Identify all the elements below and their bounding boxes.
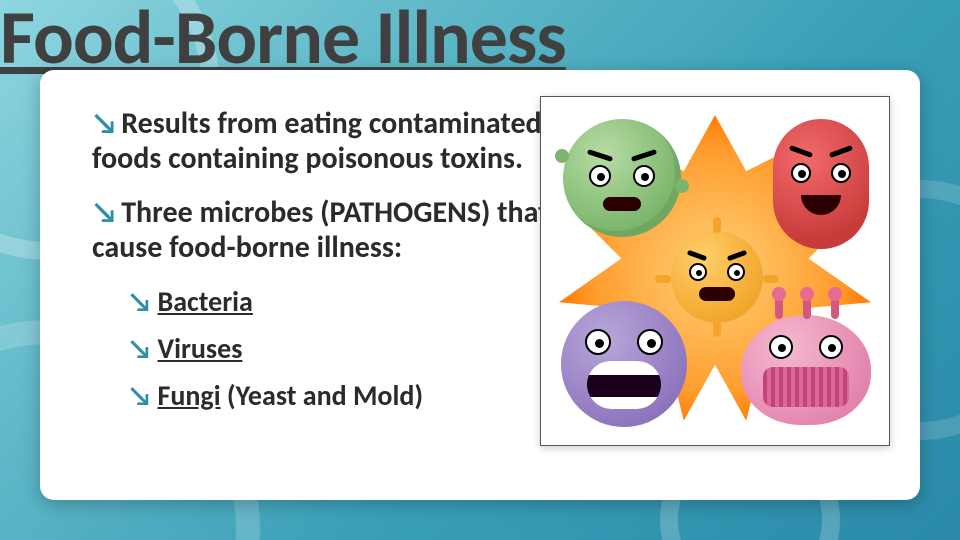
- teeth-icon: [587, 361, 661, 375]
- germ-red-icon: [773, 119, 869, 249]
- eye-icon: [585, 329, 611, 355]
- sub-bullet-text: Bacteria: [158, 284, 253, 319]
- pupil-icon: [734, 270, 740, 276]
- sub-bullet-item: ↘Bacteria: [128, 284, 608, 319]
- mouth-grille-icon: [763, 367, 849, 407]
- sub-bullet-item: ↘Viruses: [128, 331, 608, 366]
- eye-icon: [589, 165, 611, 187]
- sub-bullet-text-rest: (Yeast and Mold): [221, 378, 424, 413]
- pupil-icon: [597, 173, 605, 181]
- brow-icon: [587, 149, 613, 162]
- pupil-icon: [828, 344, 836, 352]
- eye-icon: [633, 165, 655, 187]
- bullet-text: Results from eating contaminated foods c…: [92, 105, 542, 177]
- brow-icon: [789, 145, 813, 158]
- germ-purple-icon: [561, 301, 687, 427]
- eye-icon: [819, 335, 843, 359]
- bullet-text: Three microbes (PATHOGENS) that cause fo…: [92, 194, 549, 266]
- spike-icon: [763, 275, 779, 283]
- brow-icon: [631, 149, 657, 162]
- pupil-icon: [778, 344, 786, 352]
- sub-bullet-item: ↘Fungi (Yeast and Mold): [128, 378, 608, 413]
- sub-bullet-text: Viruses: [158, 331, 243, 366]
- mouth-icon: [699, 287, 735, 301]
- arrow-down-right-icon: ↘: [92, 195, 117, 230]
- mouth-icon: [603, 197, 641, 211]
- eye-icon: [727, 263, 745, 281]
- pupil-icon: [595, 339, 604, 348]
- germ-illustration: [540, 96, 890, 446]
- antenna-ball-icon: [800, 287, 814, 301]
- eye-icon: [831, 163, 851, 183]
- bullet-item: ↘Results from eating contaminated foods …: [88, 106, 608, 177]
- mouth-open-icon: [587, 361, 661, 409]
- spike-icon: [713, 217, 721, 233]
- slide: Food-Borne Illness ↘Results from eating …: [0, 0, 960, 540]
- spike-icon: [655, 275, 671, 283]
- brow-icon: [829, 145, 853, 158]
- eye-icon: [791, 163, 811, 183]
- brow-icon: [687, 250, 708, 262]
- bullet-list: ↘Results from eating contaminated foods …: [88, 106, 608, 413]
- arrow-down-right-icon: ↘: [128, 331, 152, 366]
- arrow-down-right-icon: ↘: [128, 378, 152, 413]
- germ-pink-icon: [741, 315, 871, 425]
- bullet-item: ↘Three microbes (PATHOGENS) that cause f…: [88, 195, 608, 266]
- brow-icon: [727, 250, 748, 262]
- pupil-icon: [798, 170, 806, 178]
- pupil-icon: [838, 170, 846, 178]
- pupil-icon: [647, 339, 656, 348]
- eye-icon: [637, 329, 663, 355]
- pupil-icon: [696, 270, 702, 276]
- antenna-ball-icon: [772, 287, 786, 301]
- germ-green-icon: [563, 119, 681, 237]
- sub-bullet-text-underlined: Fungi: [158, 378, 221, 413]
- eye-icon: [689, 263, 707, 281]
- teeth-icon: [587, 397, 661, 409]
- arrow-down-right-icon: ↘: [92, 106, 117, 141]
- germ-orange-icon: [671, 231, 763, 323]
- content-panel: ↘Results from eating contaminated foods …: [40, 70, 920, 500]
- spike-icon: [713, 321, 721, 337]
- arrow-down-right-icon: ↘: [128, 284, 152, 319]
- mouth-icon: [801, 195, 841, 215]
- antenna-ball-icon: [828, 287, 842, 301]
- pupil-icon: [641, 173, 649, 181]
- eye-icon: [769, 335, 793, 359]
- sub-bullet-list: ↘Bacteria ↘Viruses ↘Fungi (Yeast and Mol…: [128, 284, 608, 413]
